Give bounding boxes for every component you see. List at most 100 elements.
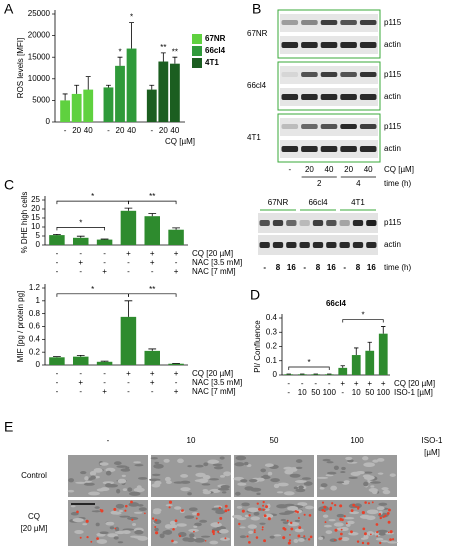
condition-value: + [150,249,155,258]
column-label: 10 [187,436,196,445]
cell [294,528,304,533]
significance: * [91,285,94,294]
blot-band [359,20,377,25]
cell [323,524,333,528]
pi-stain [154,518,158,522]
cell [202,474,211,480]
cell [105,470,112,476]
blot-band [320,124,338,129]
lane-label: 8 [276,263,281,272]
x-tick-label: 20 [116,126,125,135]
cell [215,509,226,515]
condition-value: + [150,378,155,387]
condition-value: 100 [323,388,337,397]
cell [122,488,128,492]
blot-band [301,42,318,48]
cell [381,487,389,491]
cell [180,474,189,478]
blot-band [299,220,310,226]
condition-value: - [56,258,59,267]
significance-bracket [342,319,384,323]
pi-stain [283,528,287,531]
significance-bracket [128,293,177,297]
cell [95,522,100,527]
cell [284,510,295,514]
cell [256,477,265,482]
y-tick-label: 0.3 [266,327,278,336]
bar [168,229,184,245]
pi-stain [361,541,365,545]
pi-stain [253,529,256,532]
cell [89,471,97,476]
y-axis-label: ROS levels [MFI] [16,38,25,98]
x-tick-label: - [107,126,110,135]
significance: ** [149,192,155,201]
pi-stain [261,526,264,529]
cell [151,473,161,477]
y-tick-label: 0.1 [266,356,278,365]
cell [195,464,204,468]
cell [102,481,115,485]
condition-value: + [150,258,155,267]
pi-stain [174,519,178,523]
condition-name: NAC [7 mM] [192,267,236,276]
pi-stain [193,530,195,533]
legend-label: 4T1 [205,58,219,67]
bar [71,93,82,122]
condition-value: - [287,379,290,388]
cell [96,539,108,544]
cell [82,523,88,526]
bar [146,89,157,122]
cell [333,465,339,470]
pi-stain [386,512,390,515]
cell [74,529,84,534]
condition-name: CQ [20 µM] [394,379,435,388]
error-bar [160,52,166,62]
x-tick-label: 40 [84,126,93,135]
cell-line-label: 4T1 [247,133,261,142]
error-bar [85,76,91,90]
condition-value: - [79,387,82,396]
cell [295,459,303,463]
condition-name: CQ [20 µM] [192,249,233,258]
cell [277,482,289,487]
blot-band [272,242,284,248]
condition-value: - [79,369,82,378]
blot-band [366,242,377,248]
cell [244,514,249,518]
cell [377,529,388,534]
cq-label: CQ [µM] [384,165,414,174]
pi-stain [224,504,228,508]
cell [298,537,305,542]
cell [282,521,289,524]
time-axis-label: time (h) [384,263,411,272]
y-axis-label: PI/ Confluence [253,320,262,373]
y-tick-label: 0.2 [266,342,278,351]
cell [186,537,196,543]
pi-stain [124,509,127,512]
cell [359,514,371,519]
cell [348,532,359,536]
y-tick-label: 10000 [28,74,51,83]
y-tick-label: 0 [36,360,41,369]
pi-stain [86,536,89,539]
cell [341,536,350,542]
cell [119,509,124,513]
pi-stain [294,510,298,513]
cell [188,528,199,532]
cell [267,471,273,476]
cell [134,530,144,535]
cell [303,481,313,486]
bar [169,63,180,122]
pi-stain [79,536,82,539]
cell [212,463,223,467]
bar [297,374,307,375]
cell [287,506,299,511]
cell [294,519,301,522]
pi-stain [329,506,333,510]
cell [336,481,345,484]
condition-value: - [103,258,106,267]
cell [169,520,176,525]
pi-stain [334,528,338,532]
cell [176,523,187,527]
